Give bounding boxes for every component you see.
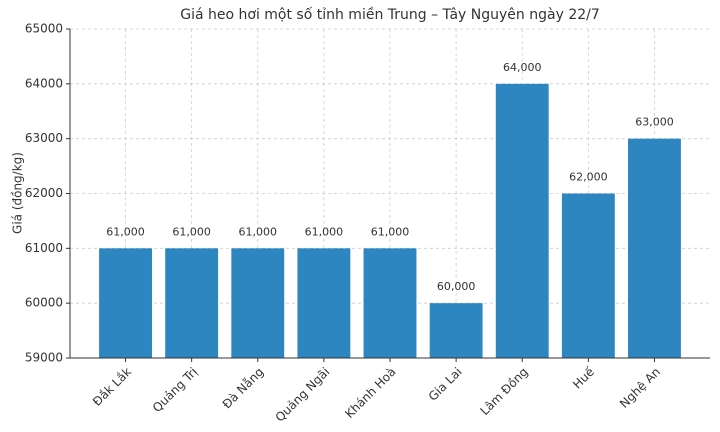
bar [297, 248, 351, 358]
x-tick-label: Lâm Đồng [478, 365, 531, 418]
y-tick-label: 61000 [25, 241, 63, 255]
x-tick-label: Đắk Lắk [90, 365, 134, 409]
bar [99, 248, 152, 358]
value-label: 60,000 [437, 280, 476, 293]
chart-title: Giá heo hơi một số tỉnh miền Trung – Tây… [180, 6, 600, 23]
bar [231, 248, 285, 358]
y-tick-label: 63000 [25, 131, 63, 145]
value-label: 62,000 [569, 171, 608, 184]
value-label: 64,000 [503, 61, 542, 74]
value-label: 61,000 [305, 225, 344, 238]
y-axis-label: Giá (đồng/kg) [11, 152, 25, 234]
x-tick-label: Quảng Trị [150, 365, 200, 415]
bar [165, 248, 219, 358]
x-tick-label: Quảng Ngãi [273, 365, 333, 425]
y-tick-label: 62000 [25, 186, 63, 200]
bar [628, 138, 681, 358]
value-label: 61,000 [106, 225, 145, 238]
y-tick-label: 64000 [25, 76, 63, 90]
value-label: 61,000 [239, 225, 278, 238]
x-tick-label: Huế [570, 364, 597, 391]
y-tick-label: 60000 [25, 296, 63, 310]
bar [429, 303, 483, 358]
bar [561, 193, 615, 358]
bar [363, 248, 417, 358]
y-tick-label: 59000 [25, 351, 63, 365]
value-label: 61,000 [172, 225, 211, 238]
bar [495, 83, 549, 358]
x-tick-label: Đà Nẵng [220, 365, 267, 412]
x-tick-label: Nghệ An [617, 365, 663, 411]
value-label: 61,000 [371, 225, 410, 238]
x-tick-label: Gia Lai [426, 365, 465, 404]
value-label: 63,000 [635, 116, 674, 129]
x-tick-label: Khánh Hoà [342, 365, 398, 421]
y-tick-label: 65000 [25, 22, 63, 36]
